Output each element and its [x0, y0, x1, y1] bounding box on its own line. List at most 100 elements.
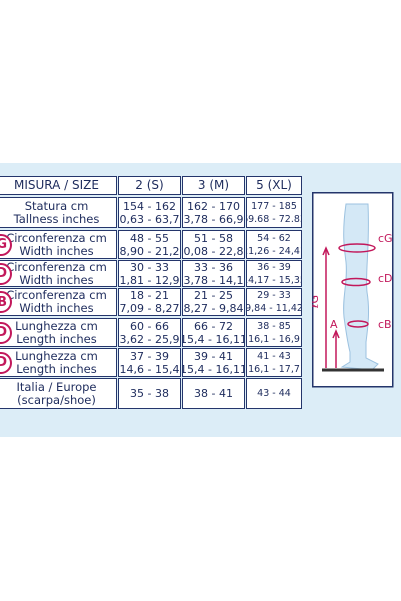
label: cG — [378, 232, 393, 245]
size-cell: 48 - 5518,90 - 21,26 — [118, 230, 181, 259]
header-cell: 3 (M) — [182, 176, 245, 195]
badge: D — [0, 351, 12, 374]
cell-text: 66 - 72 — [194, 319, 233, 333]
ring-cb — [347, 320, 369, 328]
ring-cg — [338, 243, 376, 253]
cell-text: 15,4 - 16,11 — [182, 332, 245, 346]
cell-text: Circonferenza cm — [6, 230, 107, 245]
row-label: Circonferenza cm Width inches — [0, 230, 117, 259]
cell-text: 60,63 - 63,78 — [119, 212, 180, 226]
cell-text: 38 - 41 — [194, 387, 233, 400]
cell-text: 54 - 62 — [257, 232, 291, 244]
size-cell: 66 - 72 15,4 - 16,11 — [182, 318, 245, 347]
cell-text: Tallness inches — [13, 211, 100, 226]
cell-text: 15,4 - 16,11 — [182, 362, 245, 376]
cell-text: 69.68 - 72.83 — [247, 213, 301, 225]
arrowhead — [322, 246, 330, 256]
size-cell: 30 - 3311,81 - 12,99 — [118, 260, 181, 287]
size-cell: 43 - 44 — [246, 378, 302, 409]
cell-text: 14,6 - 15,4 — [119, 362, 180, 376]
cell-text: 18,90 - 21,26 — [119, 244, 180, 258]
cell-text: 14,17 - 15,35 — [247, 274, 301, 286]
cell-text: 29 - 33 — [257, 290, 291, 301]
size-cell: 154 - 16260,63 - 63,78 — [118, 197, 181, 228]
size-cell: 29 - 33 9,84 - 11,42 — [246, 288, 302, 316]
row-label: Italia / Europe (scarpa/shoe) — [0, 378, 117, 409]
label: A — [330, 318, 338, 331]
size-cell: 21 - 25 8,27 - 9,84 — [182, 288, 245, 316]
cell-text: Width inches — [19, 301, 94, 315]
cell-text: 36 - 39 — [257, 261, 291, 273]
label: ℓG — [312, 295, 321, 309]
cell-text: 5 (XL) — [256, 178, 292, 192]
label: cD — [378, 272, 393, 285]
row-label: Lunghezza cm Length inches — [0, 318, 117, 347]
size-cell: 51 - 5820,08 - 22,83 — [182, 230, 245, 259]
cell-text: 48 - 55 — [130, 231, 169, 245]
size-cell: 54 - 6221,26 - 24,41 — [246, 230, 302, 259]
arrowhead — [332, 329, 340, 339]
cell-text: 21 - 25 — [194, 289, 233, 302]
cell-text: 30 - 33 — [130, 260, 169, 274]
cell-text: 35 - 38 — [130, 387, 169, 400]
cell-text: 41 - 43 — [257, 350, 291, 362]
row-label: Statura cm Tallness inches — [0, 197, 117, 228]
cell-text: 38 - 85 — [257, 320, 291, 332]
cell-text: Width inches — [19, 243, 94, 258]
cell-text: Lunghezza cm — [15, 348, 98, 363]
size-cell: 39 - 41 15,4 - 16,11 — [182, 348, 245, 377]
cell-text: 16,1 - 16,9 — [248, 333, 300, 345]
size-cell: 41 - 43 16,1 - 17,7 — [246, 348, 302, 377]
cell-text: 177 - 185 — [251, 200, 297, 212]
size-cell: 38 - 41 — [182, 378, 245, 409]
cell-text: Length inches — [16, 331, 97, 346]
row-label: Circonferenza cm Width inches — [0, 288, 117, 316]
cell-text: 9,84 - 11,42 — [246, 303, 302, 314]
cell-text: 8,27 - 9,84 — [183, 302, 244, 315]
cell-text: 3 (M) — [197, 178, 230, 192]
cell-text: Circonferenza cm — [6, 260, 107, 274]
cell-text: Lunghezza cm — [15, 318, 98, 333]
cell-text: 23,62 - 25,98 — [119, 332, 180, 346]
size-cell: 35 - 38 — [118, 378, 181, 409]
cell-text: 21,26 - 24,41 — [247, 245, 301, 257]
size-cell: 38 - 85 16,1 - 16,9 — [246, 318, 302, 347]
cell-text: Width inches — [19, 272, 94, 287]
cell-text: Statura cm — [24, 198, 89, 213]
cell-text: MISURA / SIZE — [14, 178, 99, 192]
badge: D — [0, 321, 12, 344]
size-cell: 162 - 17063,78 - 66,93 — [182, 197, 245, 228]
cell-text: 20,08 - 22,83 — [183, 244, 244, 258]
size-cell: 18 - 21 7,09 - 8,27 — [118, 288, 181, 316]
cell-text: 37 - 39 — [130, 349, 169, 363]
cell-text: 43 - 44 — [257, 388, 291, 399]
leg-diagram: cG cD cB ℓG A — [312, 192, 394, 388]
header-cell: MISURA / SIZE — [0, 176, 117, 195]
header-cell: 5 (XL) — [246, 176, 302, 195]
label: cB — [378, 318, 392, 331]
badge: D — [0, 262, 12, 285]
size-cell: 33 - 3613,78 - 14,17 — [182, 260, 245, 287]
cell-text: 33 - 36 — [194, 260, 233, 274]
row-label: Circonferenza cm Width inches — [0, 260, 117, 287]
cell-text: Italia / Europe — [16, 379, 97, 394]
header-cell: 2 (S) — [118, 176, 181, 195]
cell-text: 154 - 162 — [123, 199, 176, 213]
leg — [340, 203, 379, 371]
cell-text: 16,1 - 17,7 — [248, 363, 300, 375]
cell-text: 2 (S) — [135, 178, 164, 192]
size-cell: 37 - 39 14,6 - 15,4 — [118, 348, 181, 377]
row-label: Lunghezza cm Length inches — [0, 348, 117, 377]
ring-cd — [341, 277, 371, 287]
size-cell: 60 - 6623,62 - 25,98 — [118, 318, 181, 347]
cell-text: 63,78 - 66,93 — [183, 212, 244, 226]
cell-text: 18 - 21 — [130, 289, 169, 302]
cell-text: 39 - 41 — [194, 349, 233, 363]
cell-text: 60 - 66 — [130, 319, 169, 333]
cell-text: 162 - 170 — [187, 199, 240, 213]
cell-text: 11,81 - 12,99 — [119, 273, 180, 287]
size-cell: 177 - 18569.68 - 72.83 — [246, 197, 302, 228]
cell-text: 7,09 - 8,27 — [119, 302, 180, 315]
cell-text: Length inches — [16, 361, 97, 376]
cell-text: (scarpa/shoe) — [17, 392, 96, 407]
